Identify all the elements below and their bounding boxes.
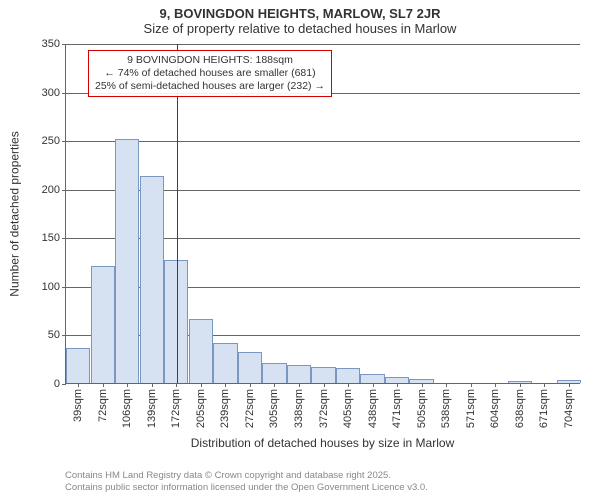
x-axis-label: Distribution of detached houses by size … (65, 436, 580, 450)
ytick-mark (62, 44, 66, 45)
ytick-label: 0 (54, 378, 60, 390)
plot-region: 05010015020025030035039sqm72sqm106sqm139… (65, 44, 580, 384)
footer-attribution: Contains HM Land Registry data © Crown c… (65, 470, 428, 494)
histogram-bar (262, 363, 286, 383)
histogram-bar (115, 139, 139, 383)
histogram-bar (140, 176, 164, 383)
xtick-mark (520, 383, 521, 387)
xtick-label: 638sqm (514, 389, 526, 428)
title-main: 9, BOVINGDON HEIGHTS, MARLOW, SL7 2JR (0, 0, 600, 21)
ytick-mark (62, 238, 66, 239)
xtick-mark (201, 383, 202, 387)
xtick-label: 471sqm (391, 389, 403, 428)
xtick-mark (152, 383, 153, 387)
xtick-label: 704sqm (563, 389, 575, 428)
xtick-mark (397, 383, 398, 387)
gridline (66, 141, 580, 142)
histogram-bar (189, 319, 213, 383)
ytick-label: 250 (42, 135, 60, 147)
xtick-mark (78, 383, 79, 387)
xtick-label: 39sqm (72, 389, 84, 422)
xtick-mark (176, 383, 177, 387)
histogram-bar (238, 352, 262, 383)
xtick-label: 272sqm (244, 389, 256, 428)
ytick-mark (62, 190, 66, 191)
y-axis-label-container: Number of detached properties (6, 44, 24, 384)
ytick-mark (62, 384, 66, 385)
histogram-bar (213, 343, 237, 383)
ytick-label: 100 (42, 281, 60, 293)
xtick-mark (127, 383, 128, 387)
ytick-mark (62, 287, 66, 288)
xtick-mark (544, 383, 545, 387)
xtick-label: 438sqm (367, 389, 379, 428)
gridline (66, 44, 580, 45)
callout-line1: 9 BOVINGDON HEIGHTS: 188sqm (95, 54, 325, 67)
ytick-label: 300 (42, 87, 60, 99)
histogram-bar (360, 374, 384, 383)
xtick-label: 604sqm (489, 389, 501, 428)
xtick-mark (250, 383, 251, 387)
xtick-label: 372sqm (318, 389, 330, 428)
ytick-label: 350 (42, 38, 60, 50)
xtick-mark (299, 383, 300, 387)
xtick-mark (324, 383, 325, 387)
xtick-label: 505sqm (416, 389, 428, 428)
ytick-label: 200 (42, 184, 60, 196)
xtick-mark (373, 383, 374, 387)
xtick-label: 538sqm (440, 389, 452, 428)
callout-line2: ← 74% of detached houses are smaller (68… (95, 67, 325, 80)
ytick-label: 150 (42, 232, 60, 244)
xtick-mark (471, 383, 472, 387)
histogram-bar (91, 266, 115, 383)
xtick-label: 405sqm (342, 389, 354, 428)
xtick-label: 671sqm (538, 389, 550, 428)
xtick-label: 205sqm (195, 389, 207, 428)
xtick-mark (495, 383, 496, 387)
xtick-mark (446, 383, 447, 387)
footer-line-2: Contains public sector information licen… (65, 482, 428, 494)
xtick-mark (274, 383, 275, 387)
histogram-bar (311, 367, 335, 383)
y-axis-label: Number of detached properties (8, 131, 22, 296)
title-sub: Size of property relative to detached ho… (0, 21, 600, 40)
ytick-label: 50 (48, 329, 60, 341)
callout-line3: 25% of semi-detached houses are larger (… (95, 80, 325, 93)
xtick-label: 239sqm (219, 389, 231, 428)
xtick-label: 172sqm (170, 389, 182, 428)
callout-box: 9 BOVINGDON HEIGHTS: 188sqm← 74% of deta… (88, 50, 332, 97)
xtick-mark (225, 383, 226, 387)
ytick-mark (62, 93, 66, 94)
footer-line-1: Contains HM Land Registry data © Crown c… (65, 470, 428, 482)
xtick-mark (569, 383, 570, 387)
xtick-label: 571sqm (465, 389, 477, 428)
ytick-mark (62, 335, 66, 336)
xtick-label: 305sqm (268, 389, 280, 428)
xtick-label: 139sqm (146, 389, 158, 428)
xtick-mark (103, 383, 104, 387)
histogram-bar (66, 348, 90, 383)
ytick-mark (62, 141, 66, 142)
chart-area: 05010015020025030035039sqm72sqm106sqm139… (65, 44, 580, 384)
histogram-bar (287, 365, 311, 383)
xtick-mark (348, 383, 349, 387)
xtick-label: 338sqm (293, 389, 305, 428)
histogram-bar (336, 368, 360, 383)
xtick-mark (422, 383, 423, 387)
xtick-label: 106sqm (121, 389, 133, 428)
xtick-label: 72sqm (97, 389, 109, 422)
